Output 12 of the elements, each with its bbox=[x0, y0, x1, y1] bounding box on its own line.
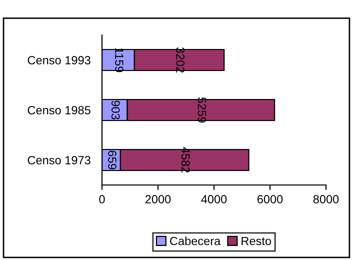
legend-label: Resto bbox=[242, 236, 272, 246]
y-tick-label: Censo 1985 bbox=[28, 106, 90, 114]
x-tick-label: 0 bbox=[99, 195, 105, 204]
legend-label: Cabecera bbox=[170, 236, 221, 246]
data-label: 903 bbox=[111, 100, 120, 120]
x-tick-label: 8000 bbox=[313, 195, 339, 204]
x-tick-label: 4000 bbox=[201, 195, 227, 204]
x-tick-label: 6000 bbox=[257, 195, 283, 204]
y-tick-label: Censo 1993 bbox=[28, 56, 90, 64]
data-label: 659 bbox=[108, 150, 116, 170]
x-tick-label: 2000 bbox=[145, 195, 171, 204]
y-tick-label: Censo 1973 bbox=[28, 156, 90, 164]
